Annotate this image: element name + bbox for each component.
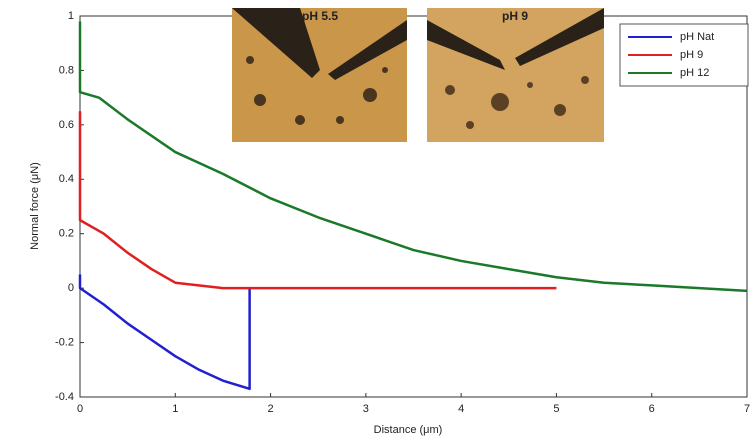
y-tick-label: 0.4 — [59, 173, 74, 185]
x-tick-label: 1 — [172, 403, 178, 415]
inset-label: pH 5.5 — [302, 9, 338, 23]
x-tick-label: 5 — [553, 403, 559, 415]
inset-photo — [232, 8, 407, 142]
y-tick-label: 1 — [68, 10, 74, 22]
x-tick-label: 0 — [77, 403, 83, 415]
inset-photo — [427, 8, 604, 142]
data-line — [78, 274, 251, 391]
x-tick-label: 4 — [458, 403, 464, 415]
x-tick-label: 3 — [363, 403, 369, 415]
y-tick-label: -0.2 — [55, 336, 74, 348]
x-tick-label: 7 — [744, 403, 750, 415]
data-line — [78, 111, 557, 290]
data-line — [78, 21, 748, 293]
legend-label: pH Nat — [680, 31, 714, 43]
y-tick-label: 0.6 — [59, 119, 74, 131]
inset-label: pH 9 — [502, 9, 528, 23]
y-tick-label: 0 — [68, 282, 74, 294]
y-tick-label: -0.4 — [55, 391, 74, 403]
y-axis-label: Normal force (μN) — [29, 162, 41, 250]
x-axis-label: Distance (μm) — [374, 424, 443, 436]
y-tick-label: 0.2 — [59, 228, 74, 240]
legend-label: pH 9 — [680, 49, 703, 61]
legend-label: pH 12 — [680, 67, 709, 79]
y-tick-label: 0.8 — [59, 64, 74, 76]
x-tick-label: 6 — [649, 403, 655, 415]
x-tick-label: 2 — [268, 403, 274, 415]
